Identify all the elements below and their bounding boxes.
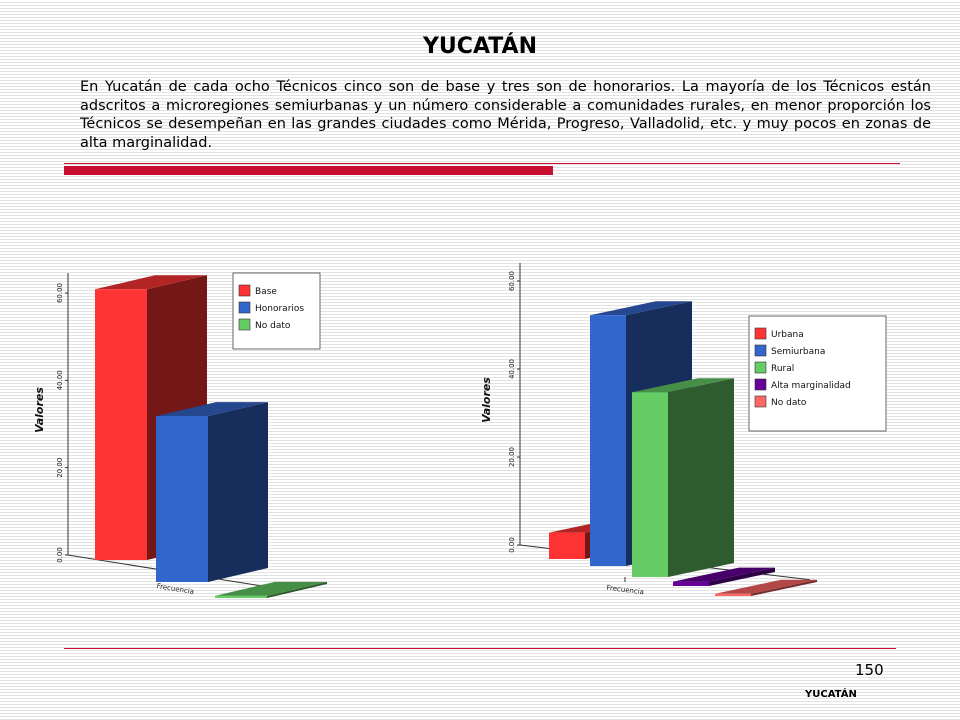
header-rule	[64, 163, 900, 164]
legend-item-no-dato: No dato	[754, 395, 807, 408]
bar-front	[715, 593, 751, 596]
bar-top	[215, 581, 327, 596]
legend-item-semiurbana: Semiurbana	[754, 344, 825, 357]
x-tick-label: Frecuencia	[606, 584, 644, 597]
bar-alta-marginalidad	[673, 567, 775, 586]
legend-swatch	[238, 301, 251, 314]
legend-item-honorarios: Honorarios	[238, 301, 304, 314]
y-tick-label: 40.00	[508, 359, 516, 379]
y-tick-label: 20.00	[56, 458, 64, 478]
legend-label: Base	[255, 287, 277, 297]
bar-side	[267, 581, 327, 598]
bar-top	[673, 567, 775, 582]
bar-side	[751, 579, 817, 596]
legend-label: No dato	[771, 398, 807, 408]
legend-swatch	[754, 378, 767, 391]
legend: Base Honorarios No dato	[232, 272, 321, 350]
legend-swatch	[754, 395, 767, 408]
y-axis-title: Valores	[33, 387, 46, 433]
chart-region-type: 0.00 20.00 40.00 60.00 Valores Frecuencia Urba…	[480, 263, 887, 597]
legend-label: Alta marginalidad	[771, 381, 851, 391]
bar-side	[709, 567, 775, 586]
legend-item-base: Base	[238, 284, 277, 297]
legend-label: No dato	[255, 321, 291, 331]
legend-label: Urbana	[771, 330, 804, 340]
bar-front	[95, 289, 147, 560]
bar-front	[156, 416, 208, 582]
intro-paragraph: En Yucatán de cada ocho Técnicos cinco s…	[80, 79, 931, 151]
bar-front	[590, 315, 626, 566]
bar-top	[715, 579, 817, 594]
legend-swatch	[754, 344, 767, 357]
bar-no-dato	[215, 581, 327, 598]
bar-front	[215, 595, 267, 598]
bar-side	[668, 378, 734, 577]
x-tick-label: Frecuencia	[156, 582, 194, 596]
legend-item-rural: Rural	[754, 361, 794, 374]
legend-item-alta-marginalidad: Alta marginalidad	[754, 378, 851, 391]
legend-swatch	[238, 318, 251, 331]
legend-swatch	[238, 284, 251, 297]
legend-label: Honorarios	[255, 304, 304, 314]
bar-no-dato	[715, 579, 817, 596]
bar-front	[673, 581, 709, 586]
bar-front	[549, 532, 585, 559]
bar-rural	[632, 378, 734, 577]
page-number: 150	[855, 661, 884, 679]
legend-swatch	[754, 361, 767, 374]
bar-top	[590, 301, 692, 316]
legend: Urbana Semiurbana Rural Alta marginalidad No…	[748, 315, 887, 432]
bar-front	[632, 392, 668, 577]
y-tick-label: 60.00	[508, 271, 516, 291]
bar-honorarios	[156, 402, 268, 582]
y-tick-label: 40.00	[56, 370, 64, 390]
header-accent-bar	[64, 166, 553, 175]
legend-label: Semiurbana	[771, 347, 825, 357]
legend-label: Rural	[771, 364, 794, 374]
y-tick-label: 0.00	[56, 547, 64, 563]
legend-swatch	[754, 327, 767, 340]
y-tick-label: 20.00	[508, 447, 516, 467]
legend-item-urbana: Urbana	[754, 327, 804, 340]
bar-top	[95, 275, 207, 290]
y-tick-label: 0.00	[508, 537, 516, 553]
page-title: YUCATÁN	[423, 34, 537, 59]
chart-employment-type: 0.00 20.00 40.00 60.00 Valores Frecuencia Base…	[33, 272, 327, 598]
bar-top	[156, 402, 268, 417]
legend-box	[748, 315, 887, 432]
legend-item-no-dato: No dato	[238, 318, 291, 331]
bar-side	[208, 402, 268, 582]
y-tick-label: 60.00	[56, 283, 64, 303]
footer-rule	[64, 648, 896, 649]
y-axis-title: Valores	[480, 377, 493, 423]
footer-label: YUCATÁN	[805, 689, 857, 700]
bar-top	[632, 378, 734, 393]
